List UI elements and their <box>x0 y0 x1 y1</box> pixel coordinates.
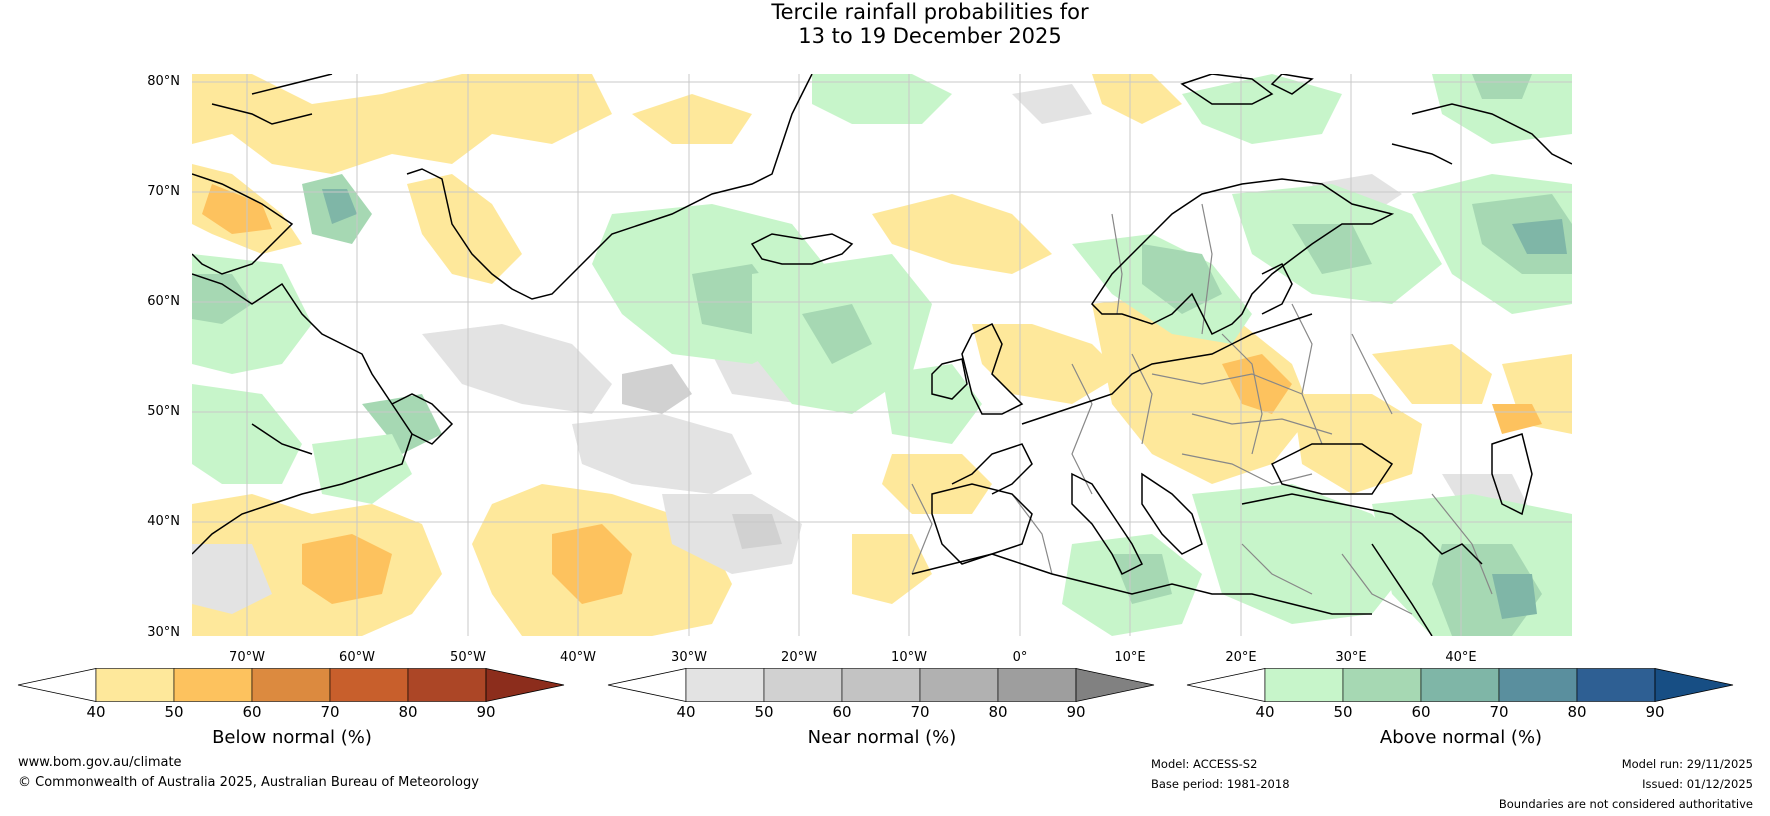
website-text: www.bom.gov.au/climate <box>18 755 182 770</box>
colorbar-extend-high <box>1075 668 1155 702</box>
copyright-text: © Commonwealth of Australia 2025, Austra… <box>18 775 479 790</box>
lon-label-10w: 10°W <box>891 650 927 665</box>
colorbar-segment <box>685 668 765 702</box>
colorbar-tick-label: 50 <box>1333 703 1353 721</box>
colorbar-tick-label: 70 <box>1489 703 1509 721</box>
colorbar-label-below-normal: Below normal (%) <box>212 727 372 748</box>
map-title: Tercile rainfall probabilities for 13 to… <box>0 0 1770 48</box>
lon-label-20w: 20°W <box>781 650 817 665</box>
colorbar-tick-label: 80 <box>988 703 1008 721</box>
lon-label-40e: 40°E <box>1445 650 1477 665</box>
colorbar-tick-label: 90 <box>1066 703 1086 721</box>
lat-label-80n: 80°N <box>147 74 180 89</box>
colorbar-below-normal: 40 50 60 70 80 90 <box>17 668 566 720</box>
colorbar-tick-label: 60 <box>1411 703 1431 721</box>
lon-label-40w: 40°W <box>560 650 596 665</box>
colorbar-graphic-above-normal <box>1186 668 1734 702</box>
colorbar-tick-label: 80 <box>398 703 418 721</box>
lon-label-50w: 50°W <box>450 650 486 665</box>
lon-label-10e: 10°E <box>1114 650 1146 665</box>
lon-label-60w: 60°W <box>339 650 375 665</box>
colorbar-segment <box>329 668 409 702</box>
lat-label-70n: 70°N <box>147 184 180 199</box>
colorbar-tick-label: 60 <box>832 703 852 721</box>
country-borders <box>911 203 1493 615</box>
map-canvas <box>192 74 1572 636</box>
colorbar-label-near-normal: Near normal (%) <box>807 727 957 748</box>
colorbar-segment <box>919 668 999 702</box>
model-run-text: Model run: 29/11/2025 <box>1621 757 1753 771</box>
colorbar-graphic-below-normal <box>17 668 565 702</box>
rainfall-probability-map <box>192 74 1572 636</box>
lon-label-30e: 30°E <box>1335 650 1367 665</box>
base-period-text: Base period: 1981-2018 <box>1151 777 1290 791</box>
colorbar-extend-low <box>607 668 687 702</box>
model-text: Model: ACCESS-S2 <box>1151 757 1258 771</box>
colorbar-segment <box>763 668 843 702</box>
colorbar-segment <box>997 668 1077 702</box>
colorbar-near-normal: 40 50 60 70 80 90 <box>607 668 1156 720</box>
colorbar-tick-label: 90 <box>476 703 496 721</box>
lon-label-20e: 20°E <box>1225 650 1257 665</box>
colorbar-above-normal: 40 50 60 70 80 90 <box>1186 668 1735 720</box>
colorbar-segment <box>407 668 487 702</box>
lat-label-50n: 50°N <box>147 404 180 419</box>
colorbar-segment <box>1498 668 1578 702</box>
colorbar-tick-label: 70 <box>320 703 340 721</box>
colorbar-segment <box>251 668 331 702</box>
lon-label-30w: 30°W <box>671 650 707 665</box>
title-line-2: 13 to 19 December 2025 <box>798 24 1062 48</box>
colorbar-segment <box>841 668 921 702</box>
colorbar-tick-label: 90 <box>1645 703 1665 721</box>
colorbar-extend-high <box>1654 668 1734 702</box>
colorbar-segment <box>95 668 175 702</box>
colorbar-tick-label: 50 <box>164 703 184 721</box>
colorbar-segment <box>1342 668 1422 702</box>
lat-label-40n: 40°N <box>147 514 180 529</box>
title-line-1: Tercile rainfall probabilities for <box>771 0 1089 24</box>
lat-label-60n: 60°N <box>147 294 180 309</box>
lat-label-30n: 30°N <box>147 625 180 640</box>
colorbar-extend-low <box>1186 668 1266 702</box>
colorbar-graphic-near-normal <box>607 668 1155 702</box>
colorbar-extend-high <box>485 668 565 702</box>
colorbar-tick-label: 60 <box>242 703 262 721</box>
issued-text: Issued: 01/12/2025 <box>1642 777 1753 791</box>
colorbar-segment <box>1576 668 1656 702</box>
colorbar-segment <box>1420 668 1500 702</box>
lon-label-0: 0° <box>1012 650 1028 665</box>
disclaimer-text: Boundaries are not considered authoritat… <box>1498 797 1753 811</box>
colorbar-tick-label: 80 <box>1567 703 1587 721</box>
probability-shading <box>192 74 1572 636</box>
colorbar-label-above-normal: Above normal (%) <box>1379 727 1543 748</box>
coastlines <box>192 74 1572 636</box>
colorbar-segment <box>173 668 253 702</box>
colorbar-tick-label: 40 <box>676 703 696 721</box>
colorbar-tick-label: 40 <box>86 703 106 721</box>
lon-label-70w: 70°W <box>229 650 265 665</box>
colorbar-tick-label: 50 <box>754 703 774 721</box>
colorbar-segment <box>1264 668 1344 702</box>
colorbar-extend-low <box>17 668 97 702</box>
colorbar-tick-label: 40 <box>1255 703 1275 721</box>
colorbar-tick-label: 70 <box>910 703 930 721</box>
